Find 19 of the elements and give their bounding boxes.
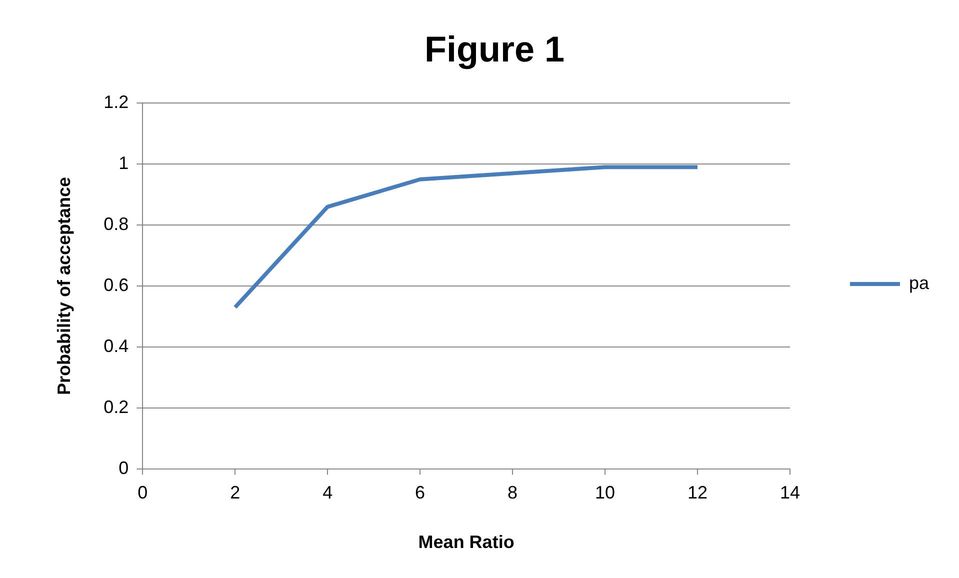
x-tick-label: 0 [138,482,148,503]
chart-title: Figure 1 [424,28,565,70]
y-tick-label: 1 [118,153,129,174]
x-tick-label: 6 [415,482,426,503]
y-tick-label: 0.2 [104,396,129,417]
legend-label: pa [908,272,930,293]
y-tick-label: 0.4 [104,336,129,356]
y-tick-label: 0 [118,458,129,478]
x-tick-label: 12 [687,482,708,503]
x-tick-label: 14 [780,482,800,503]
x-axis-title: Mean Ratio [418,532,514,552]
y-tick-label: 0.8 [104,214,129,234]
x-tick-label: 4 [322,482,333,503]
x-tick-label: 8 [508,482,518,503]
y-axis-title: Probability of acceptance [54,176,74,396]
y-tick-label: 1.2 [104,92,129,112]
x-tick-label: 10 [595,482,616,503]
y-tick-label: 0.6 [104,274,129,295]
x-tick-label: 2 [230,482,240,503]
